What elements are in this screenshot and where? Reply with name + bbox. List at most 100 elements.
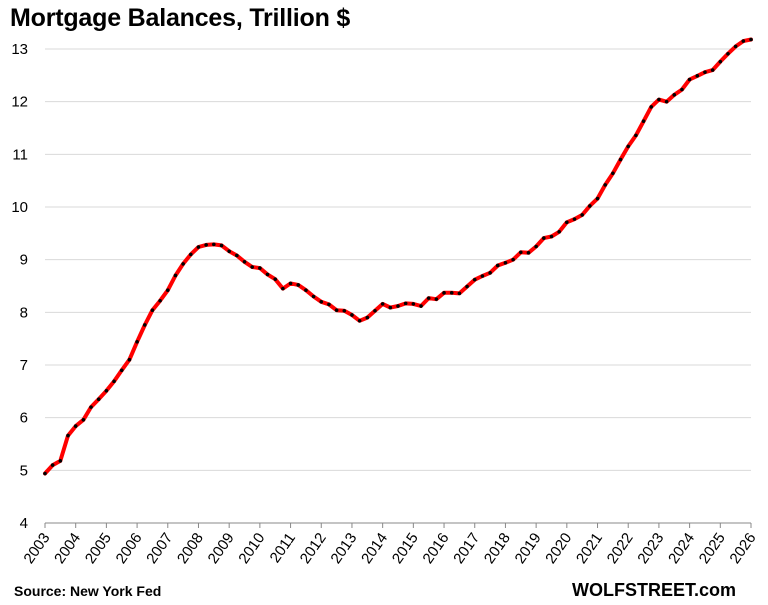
data-point <box>89 405 93 409</box>
data-point <box>189 252 193 257</box>
data-point <box>357 318 362 323</box>
data-point <box>281 286 285 291</box>
x-tick-label: 2013 <box>327 530 360 567</box>
data-point <box>434 297 439 301</box>
y-tick-label: 5 <box>20 462 28 479</box>
data-point <box>411 302 416 306</box>
data-point <box>196 245 201 249</box>
data-point <box>135 340 139 344</box>
data-point <box>626 144 631 149</box>
x-tick-label: 2005 <box>82 530 115 567</box>
data-point <box>703 70 707 74</box>
data-point <box>710 68 715 72</box>
x-tick-label: 2012 <box>297 530 330 567</box>
data-point <box>488 271 492 275</box>
data-point <box>373 308 377 313</box>
y-axis-ticks: 4 5 6 7 8 9 10 11 12 13 <box>11 41 28 532</box>
x-tick-label: 2018 <box>481 530 514 567</box>
data-point <box>419 304 423 308</box>
data-point <box>565 220 569 225</box>
data-point <box>649 105 654 109</box>
data-point <box>296 283 301 287</box>
y-tick-label: 9 <box>20 252 28 269</box>
data-point <box>219 243 224 248</box>
data-point <box>618 157 623 162</box>
data-point <box>388 305 393 310</box>
data-point <box>588 204 592 208</box>
data-point <box>81 417 86 422</box>
data-point <box>603 183 607 187</box>
data-point <box>687 77 692 82</box>
y-tick-label: 8 <box>20 304 28 321</box>
data-point <box>526 251 531 255</box>
x-tick-label: 2016 <box>420 530 453 567</box>
data-point <box>127 357 132 362</box>
y-tick-label: 6 <box>20 410 28 427</box>
data-point <box>165 288 170 293</box>
x-tick-label: 2022 <box>604 530 637 567</box>
data-point <box>181 262 185 266</box>
y-tick-label: 4 <box>20 515 28 532</box>
data-point <box>311 294 316 299</box>
data-point <box>50 463 55 467</box>
gridlines <box>45 48 751 524</box>
data-point <box>119 368 124 373</box>
y-tick-label: 11 <box>12 146 28 163</box>
data-point <box>403 301 408 306</box>
data-point <box>327 302 331 307</box>
data-point <box>212 242 216 247</box>
data-point <box>672 93 677 97</box>
x-tick-label: 2023 <box>634 530 667 567</box>
data-point <box>442 291 446 295</box>
data-point <box>304 288 308 293</box>
data-point <box>334 308 339 313</box>
data-point <box>273 277 278 281</box>
x-axis-ticks: 2003200420052006200720082009201020112012… <box>20 523 760 567</box>
data-point <box>457 291 462 296</box>
data-point <box>288 281 293 286</box>
brand-watermark: WOLFSTREET.com <box>572 580 737 600</box>
y-tick-label: 13 <box>11 41 28 58</box>
data-point <box>511 257 515 262</box>
series-layer <box>43 37 753 476</box>
data-point <box>718 59 723 64</box>
data-point <box>112 379 116 384</box>
x-tick-label: 2004 <box>51 530 84 567</box>
data-point <box>680 87 684 92</box>
source-note: Source: New York Fed <box>14 583 162 599</box>
data-point <box>227 249 231 254</box>
data-point <box>265 272 270 277</box>
x-tick-label: 2024 <box>665 530 698 567</box>
x-tick-label: 2015 <box>389 530 422 567</box>
x-tick-label: 2006 <box>113 530 146 567</box>
x-tick-label: 2010 <box>235 530 268 567</box>
y-tick-label: 12 <box>11 94 28 111</box>
data-point <box>58 459 63 463</box>
data-point <box>319 300 324 304</box>
data-point <box>242 259 247 264</box>
data-point <box>741 39 746 43</box>
data-point <box>611 171 615 176</box>
data-point <box>158 298 162 303</box>
data-point <box>595 196 600 201</box>
data-point <box>426 296 431 300</box>
data-point <box>104 389 109 393</box>
data-point <box>173 273 178 278</box>
data-point <box>518 250 523 255</box>
data-point <box>142 323 147 327</box>
data-point <box>503 261 508 265</box>
data-point <box>726 51 730 56</box>
data-point <box>365 315 370 320</box>
data-point <box>542 236 546 240</box>
data-point <box>733 44 738 49</box>
data-point <box>664 99 669 104</box>
y-tick-label: 7 <box>20 357 28 374</box>
data-point <box>534 244 538 249</box>
data-point <box>150 308 155 313</box>
data-point <box>342 308 347 313</box>
x-tick-label: 2026 <box>726 530 759 567</box>
data-point <box>749 37 753 42</box>
data-point <box>465 284 469 289</box>
data-point <box>235 253 239 258</box>
x-tick-label: 2017 <box>450 530 483 567</box>
